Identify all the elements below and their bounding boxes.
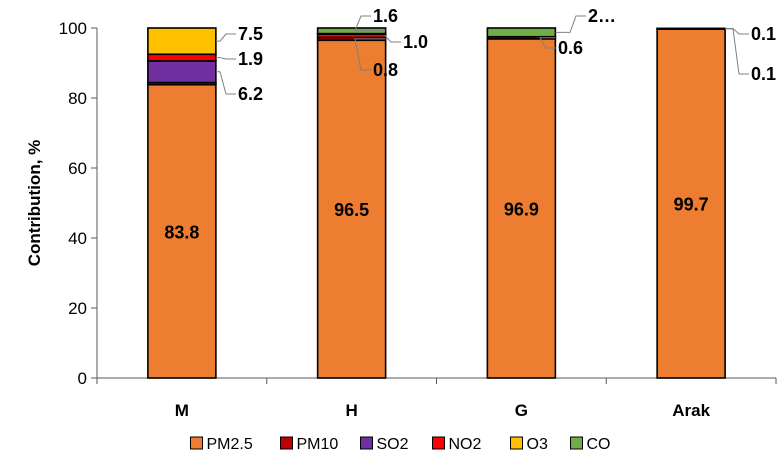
y-tick-label: 20 — [68, 299, 87, 318]
x-tick-label: G — [515, 401, 528, 420]
inner-data-label: 83.8 — [164, 222, 199, 242]
y-tick-label: 80 — [68, 89, 87, 108]
callout-data-label: 0.1 — [751, 64, 776, 84]
callout-data-label: 1.0 — [403, 32, 428, 52]
callout-data-label: 2… — [588, 6, 616, 26]
legend-swatch — [360, 436, 373, 450]
callout-leader-line — [725, 28, 749, 75]
y-axis-title: Contribution, % — [25, 140, 44, 267]
callout-leader-line — [383, 35, 401, 43]
callout-data-label: 6.2 — [238, 84, 263, 104]
legend-entry-label: PM2.5 — [207, 436, 253, 453]
callout-data-label: 1.6 — [373, 6, 398, 26]
legend-entry-label: PM10 — [297, 436, 339, 453]
legend-entry-label: O3 — [527, 436, 548, 453]
bar-segment-o3 — [147, 27, 217, 56]
x-tick-label: H — [345, 401, 357, 420]
callout-leader-line — [354, 15, 386, 32]
y-tick-label: 100 — [59, 19, 87, 38]
inner-data-label: 99.7 — [674, 195, 709, 215]
legend-swatch — [510, 436, 523, 450]
legend: PM2.5 PM10 SO2 NO2 O3 CO — [190, 436, 611, 453]
callout-data-label: 7.5 — [238, 24, 263, 44]
y-tick-label: 60 — [68, 159, 87, 178]
callout-leader-line — [215, 57, 236, 60]
inner-data-label: 96.5 — [334, 200, 369, 220]
bar-segment-co — [486, 27, 557, 38]
bar-segment-so2 — [147, 60, 217, 84]
callout-leader-line — [555, 15, 586, 33]
callout-leader-line — [354, 38, 386, 71]
callout-data-label: 0.8 — [373, 60, 398, 80]
legend-entry-label: NO2 — [449, 436, 482, 453]
callout-leader-line — [539, 37, 556, 49]
callout-data-label: 1.9 — [238, 49, 263, 69]
bar-segment-pm25 — [486, 38, 557, 379]
bar-segment-pm25 — [147, 83, 217, 379]
bar-segment-pm25 — [316, 39, 387, 379]
bars — [147, 27, 726, 379]
bar-segment-o3 — [656, 27, 726, 30]
legend-entry-label: CO — [587, 436, 611, 453]
axes: 0 20 40 60 80 100 M H G Arak Contribution, % — [25, 19, 777, 420]
inner-data-label: 96.9 — [504, 199, 539, 219]
legend-swatch — [570, 436, 583, 450]
callout-data-label: 0.6 — [558, 38, 583, 58]
bar-segment-no2 — [147, 53, 217, 62]
x-tick-label: M — [175, 401, 189, 420]
legend-entry-label: SO2 — [377, 436, 409, 453]
callout-leader-line — [215, 71, 236, 95]
y-tick-label: 40 — [68, 229, 87, 248]
data-labels: 83.8 96.5 96.9 99.7 7.5 1.9 6.2 1.61.00.8 2…0.6 0… — [164, 6, 776, 242]
bar-segment-pm25 — [656, 28, 726, 379]
x-tick-label: Arak — [672, 401, 710, 420]
callout-leader-line — [215, 33, 236, 42]
legend-swatch — [280, 436, 293, 450]
callout-data-label: 0.1 — [751, 24, 776, 44]
legend-swatch — [432, 436, 445, 450]
legend-swatch — [190, 436, 203, 450]
y-tick-label: 0 — [78, 369, 87, 388]
